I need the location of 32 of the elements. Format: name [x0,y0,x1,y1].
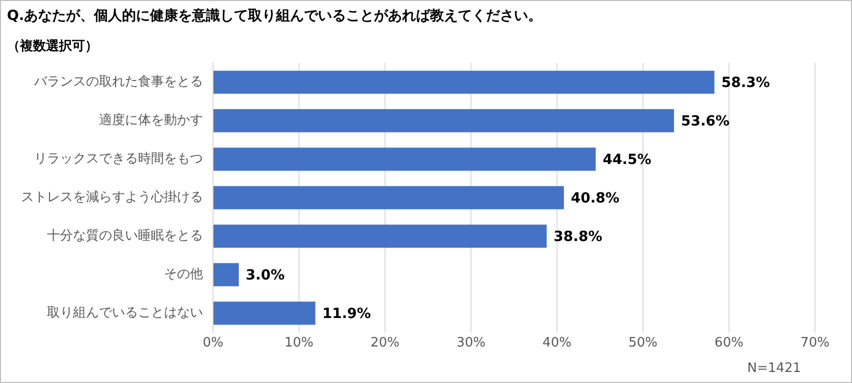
bar [214,186,564,210]
text: （複数選択可） [7,38,98,55]
bar [214,224,547,248]
data-label: 58.3% [721,74,770,91]
chart-title: Q.あなたが、個人的に健康を意識して取り組んでいることがあれば教えてください。 [7,7,542,25]
data-label: 38.8% [554,228,602,245]
y-tick-label: リラックスできる時間をもつ [34,152,203,167]
y-tick-label: 十分な質の良い睡眠をとる [47,228,203,244]
x-tick-label: 30% [456,336,486,351]
x-tick-label: 50% [628,336,658,351]
data-label: 40.8% [570,190,620,206]
data-label: 3.0% [246,267,285,284]
y-tick-label: その他 [164,267,203,282]
bar [214,263,239,286]
x-tick-label: 20% [370,336,400,351]
data-label: 53.6% [680,113,730,130]
bar [214,148,596,171]
x-tick-label: 40% [542,336,572,351]
data-label: 11.9% [322,306,371,322]
bar [214,109,674,132]
y-tick-label: 取り組んでいることはない [47,306,203,321]
bar [214,70,714,94]
y-tick-label: バランスの取れた食事をとる [33,74,203,90]
x-tick-label: 60% [714,336,744,351]
y-tick-label: ストレスを減らすよう心掛ける [21,189,203,206]
y-tick-label: 適度に体を動かす [99,112,203,128]
x-tick-label: 0% [202,336,224,351]
data-label: 44.5% [602,152,652,168]
x-tick-label: 10% [284,336,314,351]
bar [214,302,316,325]
x-tick-label: 70% [800,336,830,351]
text: N=1421 [747,361,801,376]
